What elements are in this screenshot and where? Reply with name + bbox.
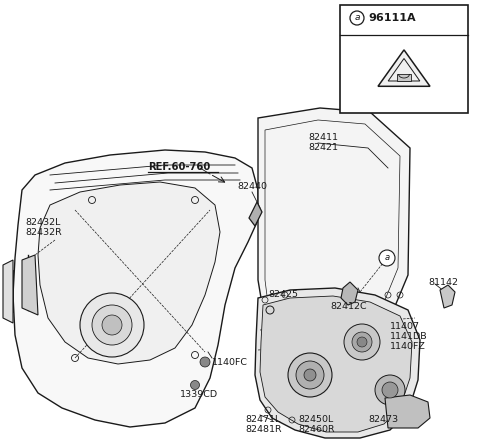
Circle shape [357, 337, 367, 347]
Circle shape [379, 250, 395, 266]
Polygon shape [22, 255, 38, 315]
Text: 82421: 82421 [308, 143, 338, 152]
Text: 82412C: 82412C [330, 302, 367, 311]
Circle shape [352, 332, 372, 352]
Circle shape [200, 357, 210, 367]
Text: a: a [384, 254, 390, 262]
Polygon shape [13, 150, 258, 427]
Circle shape [375, 375, 405, 405]
Bar [340, 5, 468, 113]
Circle shape [102, 315, 122, 335]
Text: REF.60-760: REF.60-760 [148, 162, 210, 172]
Text: 1141DB: 1141DB [390, 332, 428, 341]
Circle shape [296, 361, 324, 389]
Polygon shape [260, 296, 412, 432]
Text: 82411: 82411 [308, 133, 338, 142]
Polygon shape [378, 50, 430, 86]
FancyBboxPatch shape [397, 74, 411, 81]
Text: a: a [354, 14, 360, 22]
Text: 82440: 82440 [237, 182, 267, 191]
Text: 81142: 81142 [428, 278, 458, 287]
Circle shape [344, 324, 380, 360]
Circle shape [92, 305, 132, 345]
Text: 11407: 11407 [390, 322, 420, 331]
Circle shape [304, 369, 316, 381]
Text: 82481R: 82481R [245, 425, 282, 434]
Circle shape [288, 353, 332, 397]
Text: 82473: 82473 [368, 415, 398, 424]
Text: 82460R: 82460R [298, 425, 335, 434]
Polygon shape [38, 182, 220, 364]
Text: 82432L: 82432L [25, 218, 60, 227]
Polygon shape [341, 282, 358, 305]
Text: 82425: 82425 [268, 290, 298, 299]
Text: 82450L: 82450L [298, 415, 333, 424]
Circle shape [382, 382, 398, 398]
Polygon shape [440, 285, 455, 308]
Circle shape [80, 293, 144, 357]
Text: 1140FC: 1140FC [212, 358, 248, 367]
Text: 82471L: 82471L [245, 415, 280, 424]
Text: 1140FZ: 1140FZ [390, 342, 426, 351]
Text: 96111A: 96111A [368, 13, 416, 23]
Polygon shape [258, 108, 410, 398]
Polygon shape [3, 260, 13, 323]
Circle shape [191, 381, 200, 389]
Text: 1339CD: 1339CD [180, 390, 218, 399]
Text: 82432R: 82432R [25, 228, 62, 237]
Polygon shape [255, 288, 420, 438]
Polygon shape [249, 202, 262, 226]
Polygon shape [385, 395, 430, 428]
